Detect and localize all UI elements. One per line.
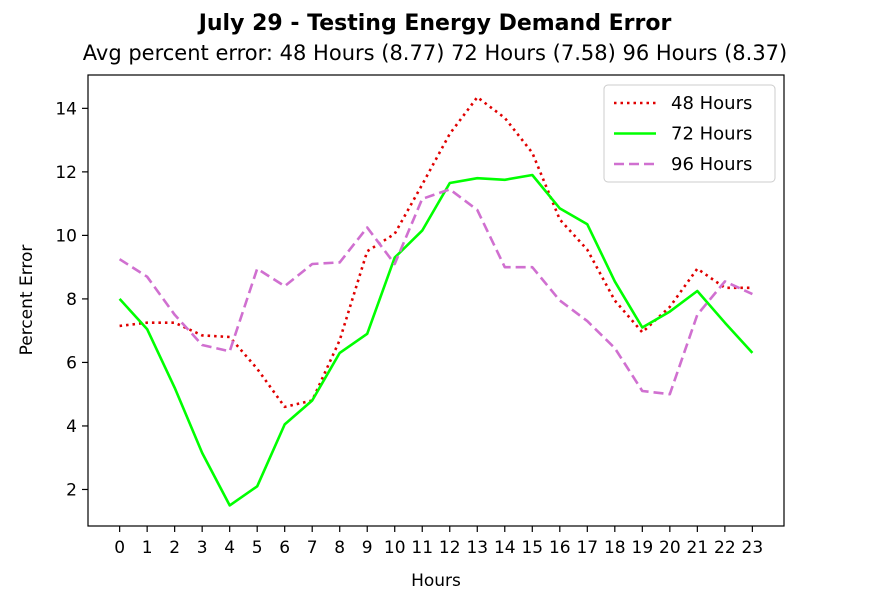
plot-lines [118,95,754,507]
x-tick-label: 17 [576,538,598,558]
x-tick-label: 18 [604,538,626,558]
x-tick-label: 10 [384,538,406,558]
legend-box [603,84,776,183]
x-tick-label: 15 [521,538,543,558]
y-axis-label: Percent Error [17,245,37,356]
x-tick-label: 4 [224,538,235,558]
chart-title: July 29 - Testing Energy Demand Error [198,11,672,36]
y-tick-label: 4 [66,417,77,437]
x-tick-label: 20 [659,538,681,558]
x-tick-label: 3 [197,538,208,558]
x-tick-label: 12 [439,538,461,558]
y-tick-label: 6 [66,353,77,373]
legend-label: 48 Hours [671,93,752,114]
x-tick-label: 2 [169,538,180,558]
y-tick-label: 8 [66,290,77,310]
x-tick-label: 1 [142,538,153,558]
series-line-48-hours [119,95,753,409]
y-axis: 2 4 6 8 10 12 14 [55,99,88,500]
y-tick-label: 10 [55,226,77,246]
x-axis: 0 1 2 3 4 5 6 7 8 9 10 11 12 13 14 15 16 17 18 19 20 21 22 23 [114,526,763,558]
x-tick-label: 16 [549,538,571,558]
x-tick-label: 5 [252,538,263,558]
x-tick-label: 6 [279,538,290,558]
legend: 48 Hours 72 Hours 96 Hours [603,84,776,183]
series-line-96-hours [118,188,753,396]
x-tick-label: 19 [632,538,654,558]
series-line-72-hours [118,173,754,507]
plot-frame [87,74,785,527]
chart-subtitle: Avg percent error: 48 Hours (8.77) 72 Ho… [82,41,788,65]
x-tick-label: 7 [307,538,318,558]
x-tick-label: 22 [714,538,736,558]
legend-label: 96 Hours [671,154,752,175]
x-tick-label: 11 [411,538,433,558]
y-tick-label: 14 [55,99,77,119]
x-tick-label: 0 [114,538,125,558]
legend-label: 72 Hours [671,124,752,145]
x-tick-label: 9 [362,538,373,558]
y-tick-label: 12 [55,163,77,183]
y-tick-label: 2 [66,480,77,500]
x-axis-label: Hours [411,571,461,591]
x-tick-label: 21 [687,538,709,558]
x-tick-label: 13 [466,538,488,558]
x-tick-label: 23 [742,538,764,558]
x-tick-label: 8 [334,538,345,558]
x-tick-label: 14 [494,538,516,558]
